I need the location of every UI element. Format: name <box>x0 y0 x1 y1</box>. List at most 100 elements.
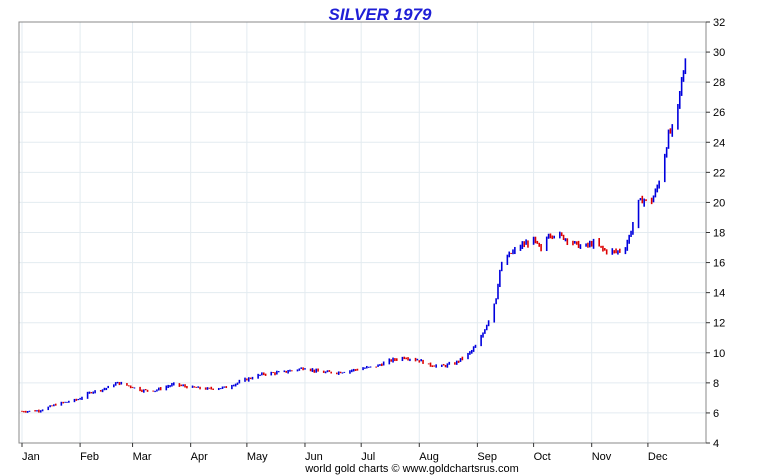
price-bar <box>532 236 535 245</box>
price-bar <box>232 384 235 387</box>
price-bar <box>262 372 265 376</box>
price-bar <box>618 248 621 253</box>
price-bar <box>440 364 443 367</box>
price-bar <box>420 359 422 362</box>
price-bar <box>354 369 357 371</box>
price-bar <box>199 386 201 390</box>
grid <box>19 21 706 444</box>
price-bar <box>455 360 458 365</box>
price-bar <box>658 180 660 189</box>
price-bar <box>678 91 681 109</box>
price-bar <box>191 385 194 388</box>
price-bar <box>152 390 154 392</box>
price-bars <box>21 58 687 413</box>
price-bar <box>313 369 316 373</box>
price-bar <box>654 188 657 198</box>
price-bar <box>21 410 23 412</box>
price-bar <box>287 370 289 374</box>
price-bar <box>577 240 580 249</box>
price-bar <box>409 358 411 362</box>
price-bar <box>231 384 233 390</box>
price-bar <box>382 361 385 366</box>
price-bar <box>375 366 377 368</box>
price-bar <box>154 390 156 393</box>
price-bar <box>182 384 184 387</box>
price-bar <box>369 366 372 368</box>
price-bar <box>540 243 542 252</box>
price-bar <box>431 365 434 368</box>
price-bar <box>296 369 299 372</box>
price-bar <box>236 382 239 385</box>
price-bar <box>129 385 132 389</box>
price-bar <box>26 411 29 413</box>
price-bar <box>219 388 222 390</box>
price-bar <box>590 240 593 247</box>
price-bar <box>66 401 68 403</box>
price-bar <box>94 390 96 394</box>
price-bar <box>487 320 490 327</box>
price-bar <box>352 368 355 372</box>
y-tick-label: 30 <box>713 47 725 59</box>
price-bar <box>538 242 541 247</box>
price-bar <box>435 364 437 368</box>
price-bar <box>446 363 449 368</box>
price-bar <box>274 372 276 376</box>
price-bar <box>34 410 36 412</box>
y-tick-label: 20 <box>713 197 725 209</box>
price-bar <box>291 370 293 372</box>
price-bar <box>246 378 248 381</box>
price-bar <box>510 252 512 255</box>
price-bar <box>427 363 430 365</box>
price-bar <box>579 244 582 249</box>
price-bar <box>418 360 421 363</box>
price-bar <box>77 398 80 401</box>
price-bar <box>244 377 246 382</box>
price-bar <box>339 371 342 374</box>
price-bar <box>120 381 123 385</box>
price-bar <box>514 246 516 255</box>
price-bar <box>500 261 503 272</box>
price-bar <box>277 371 280 373</box>
price-bar <box>637 199 640 229</box>
price-bar <box>54 403 57 406</box>
price-bar <box>86 391 89 399</box>
price-bar <box>330 371 333 374</box>
price-bar <box>351 369 353 373</box>
price-bar <box>469 351 471 355</box>
price-bar <box>208 387 211 389</box>
price-bar <box>470 349 473 354</box>
price-bar <box>39 410 42 413</box>
price-bar <box>444 364 447 368</box>
price-bar <box>221 386 224 389</box>
price-bar <box>75 398 78 401</box>
price-bar <box>405 357 407 360</box>
x-axis: Jan Feb Mar Apr May Jun Jul Aug Sep Oct Nov Dec <box>21 443 668 463</box>
x-tick-label: Mar <box>133 451 152 463</box>
price-bar <box>146 389 149 392</box>
price-bar <box>495 298 497 305</box>
price-bar <box>105 387 108 391</box>
price-bar <box>356 368 359 371</box>
x-tick-label: Jan <box>22 451 40 463</box>
price-bar <box>626 239 629 251</box>
y-tick-label: 28 <box>713 77 725 89</box>
price-bar <box>276 370 278 375</box>
price-bar <box>341 372 344 374</box>
price-bar <box>527 240 529 248</box>
x-tick-label: Sep <box>477 451 497 463</box>
x-tick-label: Jun <box>305 451 323 463</box>
price-bar <box>366 365 368 369</box>
price-bar <box>238 379 241 384</box>
price-bar <box>575 241 578 245</box>
price-bar <box>671 124 674 137</box>
price-bar <box>572 240 574 246</box>
price-bar <box>560 232 563 237</box>
price-bar <box>259 374 261 377</box>
y-tick-label: 16 <box>713 258 725 270</box>
price-bar <box>326 370 329 373</box>
price-bar <box>247 377 250 382</box>
price-bar <box>73 398 76 403</box>
price-bar <box>206 387 209 390</box>
price-bar <box>367 366 370 368</box>
price-bar <box>143 389 145 393</box>
